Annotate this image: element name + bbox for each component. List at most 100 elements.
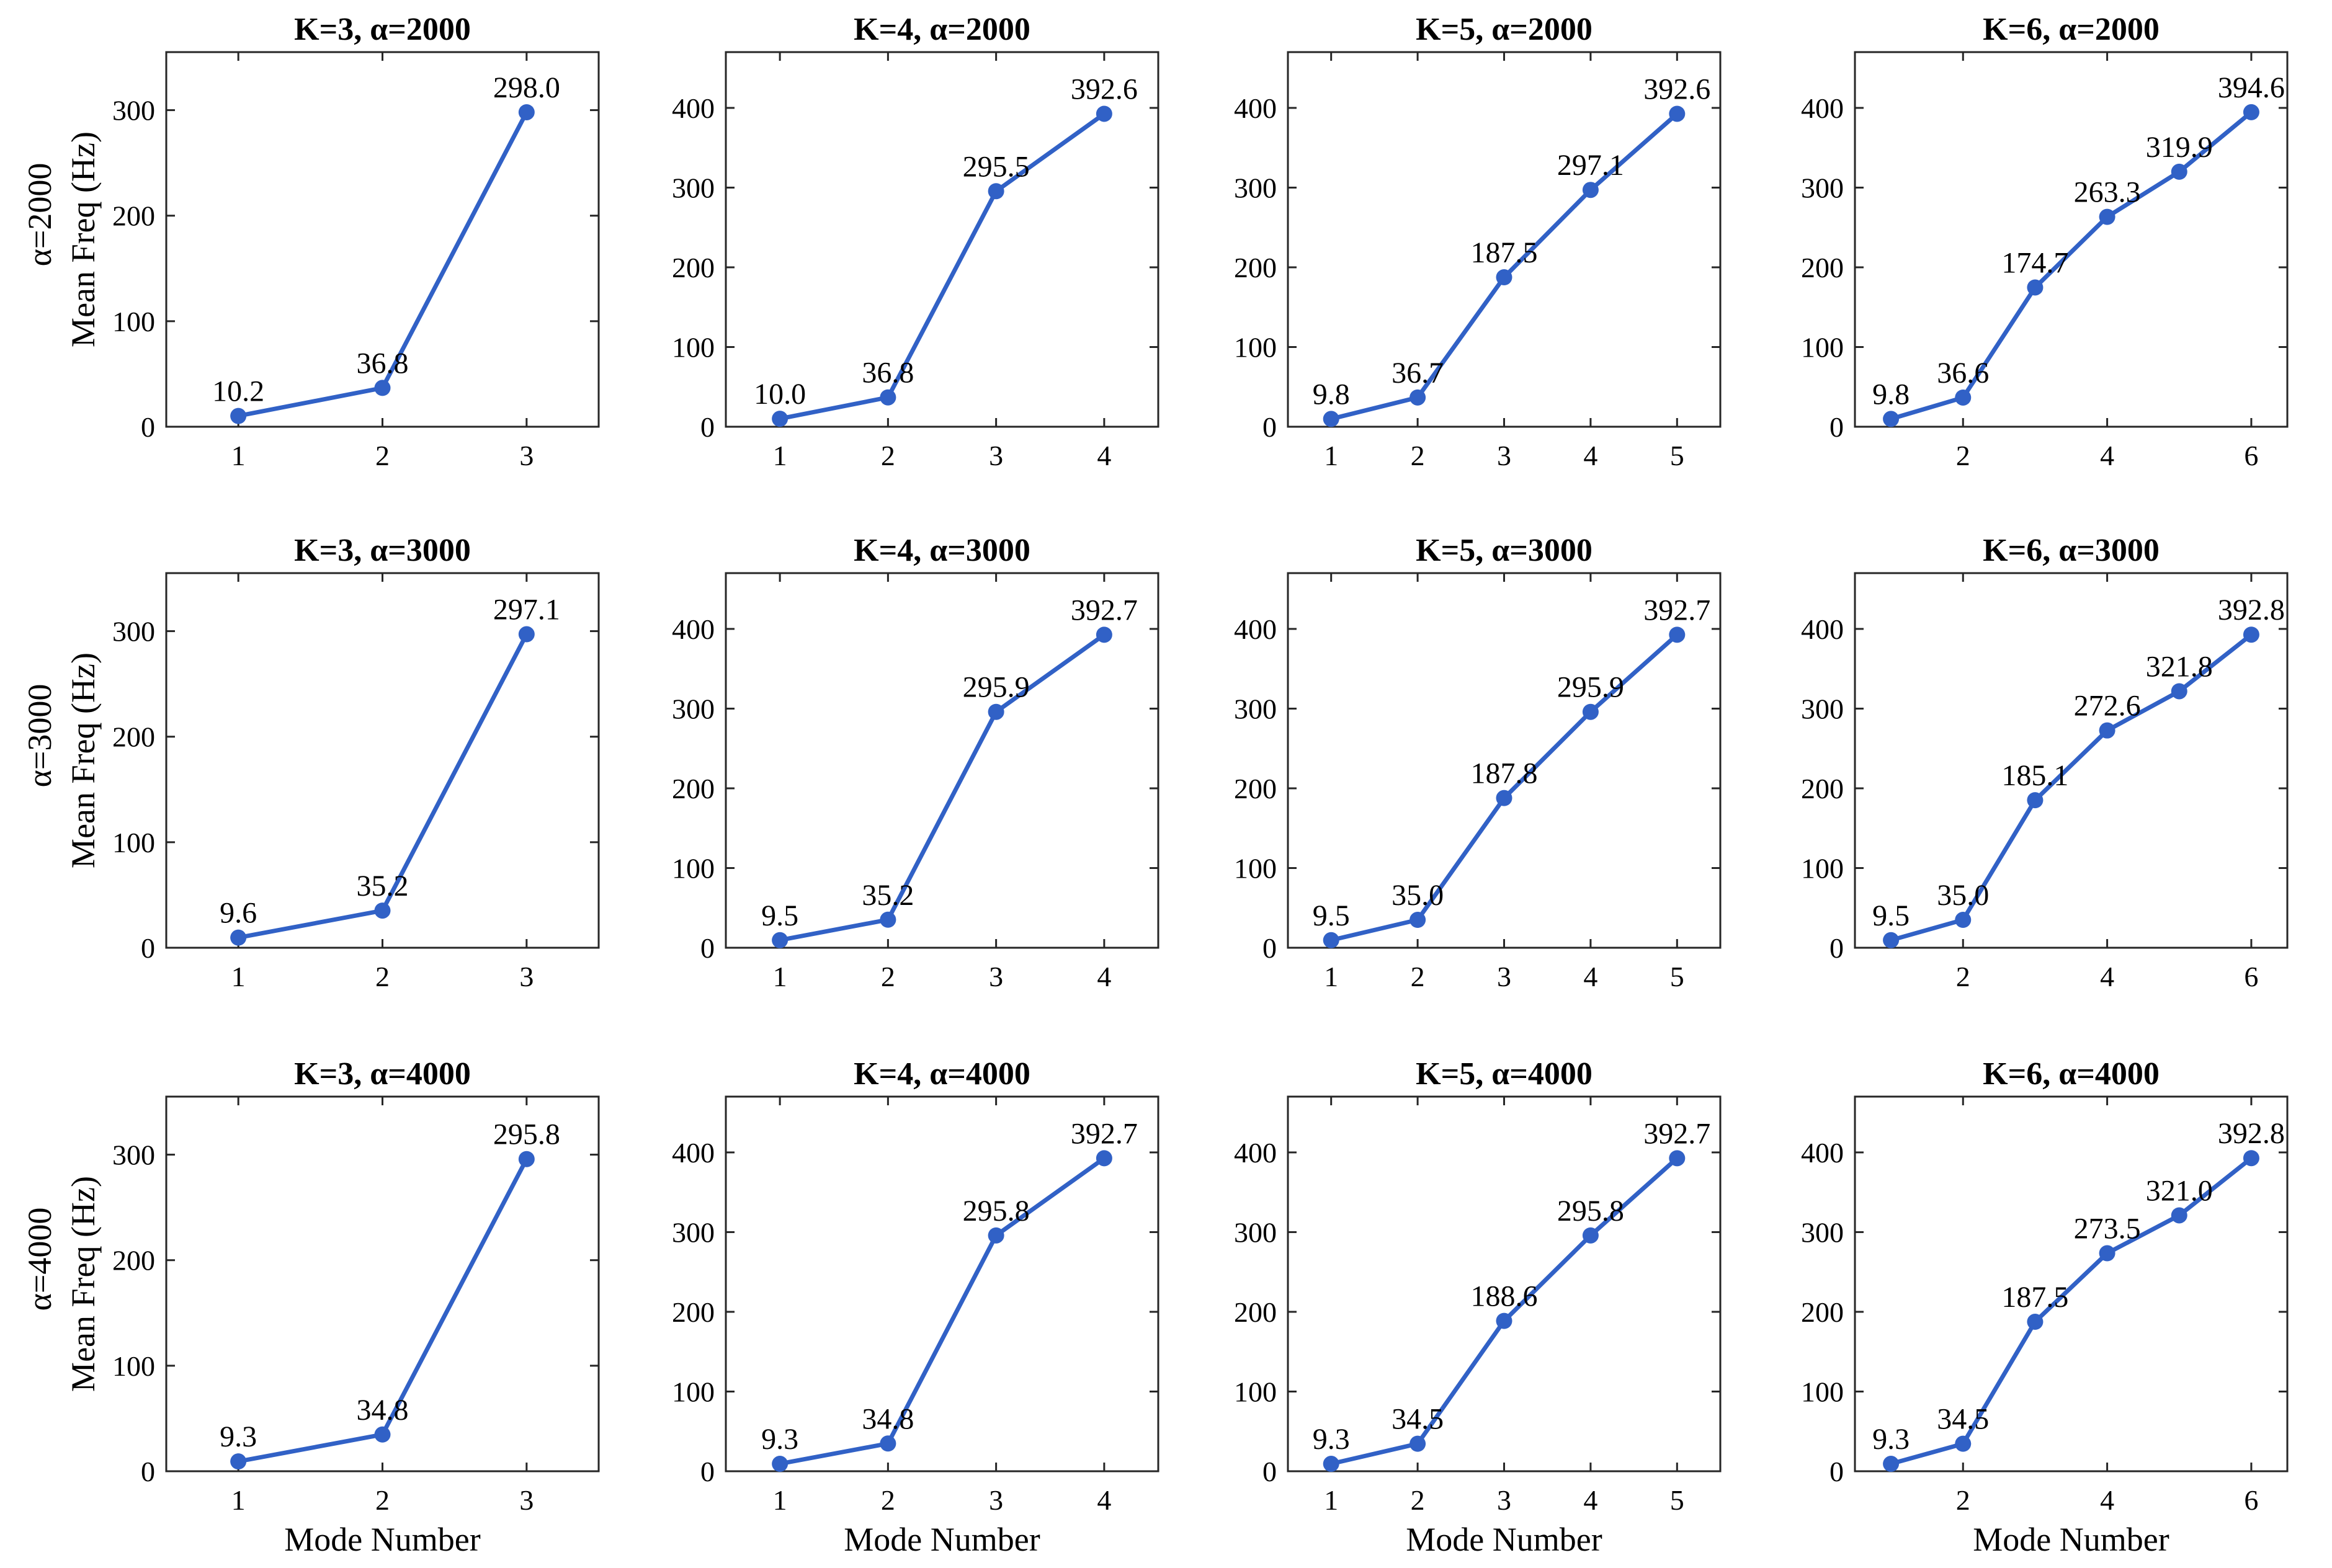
series-line (779, 112, 1106, 421)
y-tick-label: 0 (141, 411, 155, 443)
data-label: 9.3 (761, 1423, 798, 1456)
data-label: 174.7 (2001, 246, 2068, 279)
data-label: 34.8 (357, 1394, 409, 1427)
y-tick-label: 100 (112, 827, 155, 858)
chart-panel: K=6, α=4000 0 100 200 300 400 2 4 6 9.3 34.5 187.5 2… (1801, 1056, 2289, 1516)
data-point (1883, 411, 1900, 427)
data-point (2099, 208, 2115, 225)
y-tick-label: 200 (112, 721, 155, 753)
data-label: 187.5 (1471, 236, 1538, 269)
y-tick-label: 0 (1262, 1456, 1277, 1487)
x-tick-label: 1 (231, 961, 246, 992)
y-tick-label: 0 (141, 1456, 155, 1487)
x-tick-label: 4 (2100, 440, 2114, 471)
data-point (2027, 1314, 2044, 1330)
data-point (1096, 105, 1112, 122)
data-point (2171, 163, 2187, 180)
x-tick-label: 4 (1097, 440, 1111, 471)
y-tick-label: 300 (1234, 693, 1277, 724)
data-point (230, 929, 247, 946)
y-tick-label: 200 (672, 773, 715, 804)
plot-area (725, 1095, 1159, 1472)
y-tick-label: 200 (1234, 252, 1277, 283)
y-tick-label: 300 (1801, 1216, 1844, 1248)
data-label: 35.2 (862, 879, 914, 912)
data-point (1096, 1150, 1112, 1167)
chart-panel: K=4, α=2000 0 100 200 300 400 1 2 3 4 10.0 36.8 295.… (672, 12, 1159, 471)
y-tick-label: 300 (1234, 1216, 1277, 1248)
y-tick-label: 0 (700, 932, 715, 964)
data-point (1409, 1435, 1426, 1452)
y-tick-label: 0 (1829, 932, 1844, 964)
x-tick-label: 3 (1497, 961, 1511, 992)
data-point (1669, 105, 1686, 122)
x-tick-label: 1 (231, 1484, 246, 1516)
data-label: 188.6 (1471, 1280, 1538, 1313)
y-tick-label: 100 (1801, 852, 1844, 884)
x-tick-label: 4 (2100, 961, 2114, 992)
data-point (1409, 912, 1426, 929)
x-tick-label: 2 (375, 440, 390, 471)
y-tick-label: 200 (672, 252, 715, 283)
y-tick-label: 0 (141, 932, 155, 964)
data-point (1669, 626, 1686, 643)
x-tick-label: 4 (1583, 440, 1597, 471)
data-point (880, 911, 896, 928)
data-label: 297.1 (493, 594, 560, 626)
data-point (2243, 626, 2259, 643)
data-label: 10.0 (754, 378, 806, 411)
y-tick-label: 300 (1801, 693, 1844, 724)
data-label: 187.5 (2001, 1281, 2068, 1314)
data-point (2027, 279, 2044, 296)
y-tick-label: 100 (1801, 331, 1844, 363)
x-tick-label: 3 (989, 961, 1003, 992)
data-label: 34.5 (1937, 1403, 1989, 1436)
data-point (374, 380, 391, 396)
data-label: 392.6 (1643, 73, 1710, 105)
chart-panel: K=3, α=4000 0 100 200 300 1 2 3 9.3 34.8 295.8 Mean… (65, 1056, 600, 1516)
data-point (988, 183, 1004, 200)
x-tick-label: 1 (773, 961, 787, 992)
x-tick-label: 1 (231, 440, 246, 471)
x-tick-label: 3 (989, 1484, 1003, 1516)
data-label: 35.0 (1392, 879, 1444, 912)
x-tick-label: 3 (519, 1484, 534, 1516)
y-tick-label: 0 (1262, 932, 1277, 964)
data-label: 34.5 (1392, 1403, 1444, 1436)
data-label: 272.6 (2074, 690, 2141, 723)
data-point (2099, 722, 2115, 739)
data-point (1496, 790, 1512, 806)
data-point (772, 411, 789, 427)
plot-area (1854, 572, 2289, 949)
x-tick-label: 3 (1497, 1484, 1511, 1516)
y-tick-label: 300 (112, 1139, 155, 1171)
data-point (1582, 703, 1599, 720)
data-point (2243, 104, 2259, 120)
data-label: 392.7 (1071, 594, 1138, 626)
data-point (772, 1456, 789, 1472)
data-point (374, 1426, 391, 1443)
data-point (1323, 1456, 1339, 1472)
y-tick-label: 0 (1262, 411, 1277, 443)
plot-area (725, 572, 1159, 949)
data-label: 9.3 (220, 1420, 257, 1453)
data-label: 9.8 (1872, 378, 1910, 411)
x-axis-labels: Mode Number Mode Number Mode Number Mode Nu… (284, 1521, 2169, 1558)
data-label: 9.3 (1313, 1423, 1350, 1456)
x-tick-label: 4 (1583, 1484, 1597, 1516)
panel-title: K=6, α=2000 (1983, 12, 2160, 47)
data-label: 392.8 (2218, 1117, 2285, 1150)
data-label: 35.2 (357, 870, 409, 902)
data-label: 295.5 (963, 150, 1030, 183)
data-point (1955, 912, 1972, 929)
chart-panel: K=3, α=2000 0 100 200 300 1 2 3 10.2 36.8 298.0 Mea… (65, 12, 600, 471)
data-point (374, 902, 391, 919)
data-point (1582, 1227, 1599, 1244)
x-axis-label: Mode Number (844, 1521, 1040, 1558)
x-tick-label: 2 (881, 440, 895, 471)
x-tick-label: 1 (1324, 961, 1338, 992)
data-point (2243, 1150, 2259, 1167)
chart-panel: K=5, α=2000 0 100 200 300 400 1 2 3 4 5 9.8 36.7 187.… (1234, 12, 1722, 471)
x-tick-label: 1 (1324, 1484, 1338, 1516)
panel-title: K=4, α=4000 (854, 1056, 1030, 1092)
